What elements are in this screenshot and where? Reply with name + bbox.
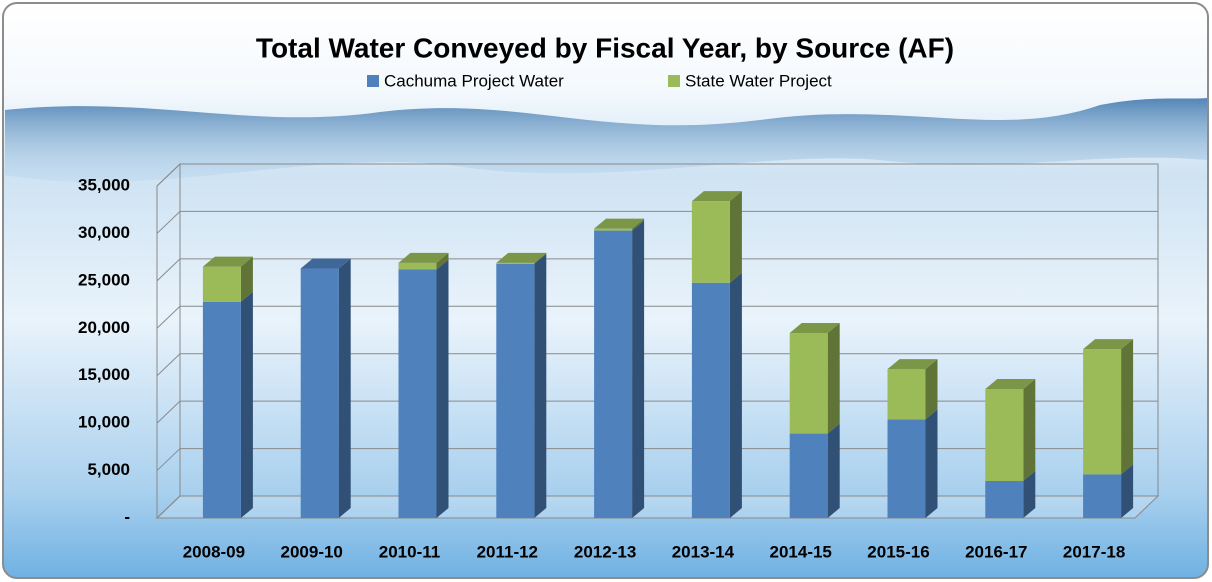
- y-tick-label: 30,000: [78, 223, 130, 242]
- bar-side: [730, 191, 742, 283]
- bar: [888, 369, 926, 419]
- y-tick-label: 15,000: [78, 365, 130, 384]
- legend-swatch: [668, 75, 680, 87]
- y-tick-label: 20,000: [78, 318, 130, 337]
- bar: [692, 201, 730, 283]
- legend-label: Cachuma Project Water: [384, 71, 564, 90]
- bar-side: [1023, 379, 1035, 481]
- bar-side: [828, 424, 840, 518]
- bar: [985, 481, 1023, 518]
- bar-side: [241, 292, 253, 518]
- y-tick-label: 25,000: [78, 270, 130, 289]
- x-tick-label: 2009-10: [281, 542, 343, 561]
- bar: [399, 269, 437, 518]
- x-tick-label: 2014-15: [770, 542, 832, 561]
- bar-side: [730, 273, 742, 518]
- legend-swatch: [367, 75, 379, 87]
- bar: [301, 269, 339, 518]
- x-tick-label: 2017-18: [1063, 542, 1125, 561]
- x-tick-label: 2012-13: [574, 542, 636, 561]
- bar: [203, 302, 241, 518]
- bar: [985, 389, 1023, 481]
- y-tick-label: 5,000: [87, 460, 130, 479]
- bar: [496, 264, 534, 518]
- bar: [790, 333, 828, 434]
- bar: [692, 283, 730, 518]
- bar: [1083, 349, 1121, 474]
- bar: [399, 263, 437, 270]
- y-tick-label: 35,000: [78, 175, 130, 194]
- x-tick-label: 2015-16: [867, 542, 929, 561]
- bar-side: [1121, 339, 1133, 474]
- bar: [496, 263, 534, 264]
- chart: Total Water Conveyed by Fiscal Year, by …: [0, 0, 1212, 582]
- legend-label: State Water Project: [685, 71, 832, 90]
- bar-side: [926, 359, 938, 419]
- x-tick-label: 2013-14: [672, 542, 735, 561]
- bar-side: [437, 259, 449, 518]
- y-tick-label: -: [124, 507, 130, 526]
- bar: [594, 229, 632, 231]
- y-tick-label: 10,000: [78, 413, 130, 432]
- bar-side: [632, 221, 644, 518]
- bar: [888, 419, 926, 518]
- bar-side: [339, 259, 351, 518]
- bar: [790, 434, 828, 518]
- x-tick-label: 2011-12: [477, 542, 538, 561]
- chart-title: Total Water Conveyed by Fiscal Year, by …: [256, 32, 954, 63]
- bar: [1083, 474, 1121, 518]
- bar-side: [828, 323, 840, 434]
- bar: [203, 267, 241, 302]
- bar: [594, 231, 632, 518]
- x-tick-label: 2010-11: [379, 542, 440, 561]
- x-tick-label: 2016-17: [965, 542, 1027, 561]
- bar-side: [926, 409, 938, 518]
- x-tick-label: 2008-09: [183, 542, 245, 561]
- bar-side: [534, 254, 546, 518]
